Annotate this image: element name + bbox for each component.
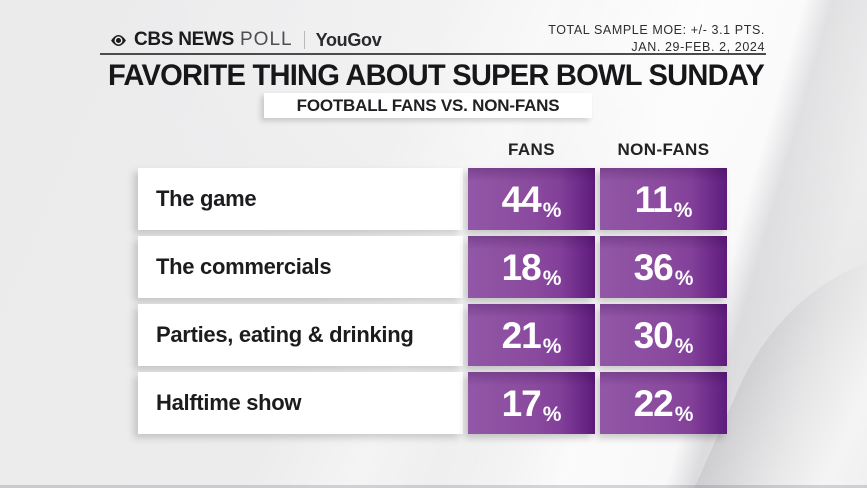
moe-line-2: JAN. 29-FEB. 2, 2024 — [631, 39, 765, 54]
nonfans-value-cell: 36 % — [600, 236, 727, 298]
fans-value-cell: 44 % — [468, 168, 595, 230]
percent-sign: % — [673, 199, 693, 222]
fans-value-cell: 18 % — [468, 236, 595, 298]
percent-value: 44 — [501, 178, 542, 220]
percent-sign: % — [542, 267, 562, 290]
percent-value: 18 — [501, 246, 542, 288]
fans-value-cell: 17 % — [468, 372, 595, 434]
sample-moe-note: TOTAL SAMPLE MOE: +/- 3.1 PTS. JAN. 29-F… — [548, 22, 765, 56]
percent-value: 22 — [633, 382, 674, 424]
brand-lockup: CBS NEWS POLL YouGov — [110, 29, 382, 51]
subtitle-badge: FOOTBALL FANS VS. NON-FANS — [264, 93, 592, 118]
brand-poll: POLL — [240, 29, 293, 50]
column-header-fans: FANS — [508, 140, 555, 159]
percent-sign: % — [674, 267, 694, 290]
nonfans-value-cell: 11 % — [600, 168, 727, 230]
page-title: FAVORITE THING ABOUT SUPER BOWL SUNDAY — [108, 59, 765, 92]
results-table: FANS NON-FANS The game 44 % 11 % The com… — [138, 138, 727, 434]
nonfans-value-cell: 22 % — [600, 372, 727, 434]
brand-yougov: YouGov — [315, 29, 382, 50]
bottom-edge-shadow — [0, 485, 867, 488]
percent-sign: % — [542, 403, 562, 426]
percent-value: 30 — [633, 314, 674, 356]
moe-line-1: TOTAL SAMPLE MOE: +/- 3.1 PTS. — [548, 23, 765, 37]
percent-sign: % — [674, 335, 694, 358]
fans-value-cell: 21 % — [468, 304, 595, 366]
percent-value: 11 — [634, 178, 673, 220]
header-divider — [100, 53, 766, 55]
brand-cbs-news: CBS NEWS — [134, 29, 234, 50]
row-label: The commercials — [138, 236, 463, 298]
column-header-nonfans: NON-FANS — [617, 140, 710, 159]
cbs-eye-icon — [110, 32, 127, 49]
percent-sign: % — [674, 403, 694, 426]
nonfans-value-cell: 30 % — [600, 304, 727, 366]
column-header-spacer — [138, 138, 463, 162]
percent-value: 17 — [501, 382, 542, 424]
percent-sign: % — [542, 199, 562, 222]
percent-sign: % — [542, 335, 562, 358]
brand-separator — [303, 31, 305, 49]
row-label: Parties, eating & drinking — [138, 304, 463, 366]
row-label: The game — [138, 168, 463, 230]
percent-value: 21 — [501, 314, 542, 356]
percent-value: 36 — [633, 246, 674, 288]
row-label: Halftime show — [138, 372, 463, 434]
